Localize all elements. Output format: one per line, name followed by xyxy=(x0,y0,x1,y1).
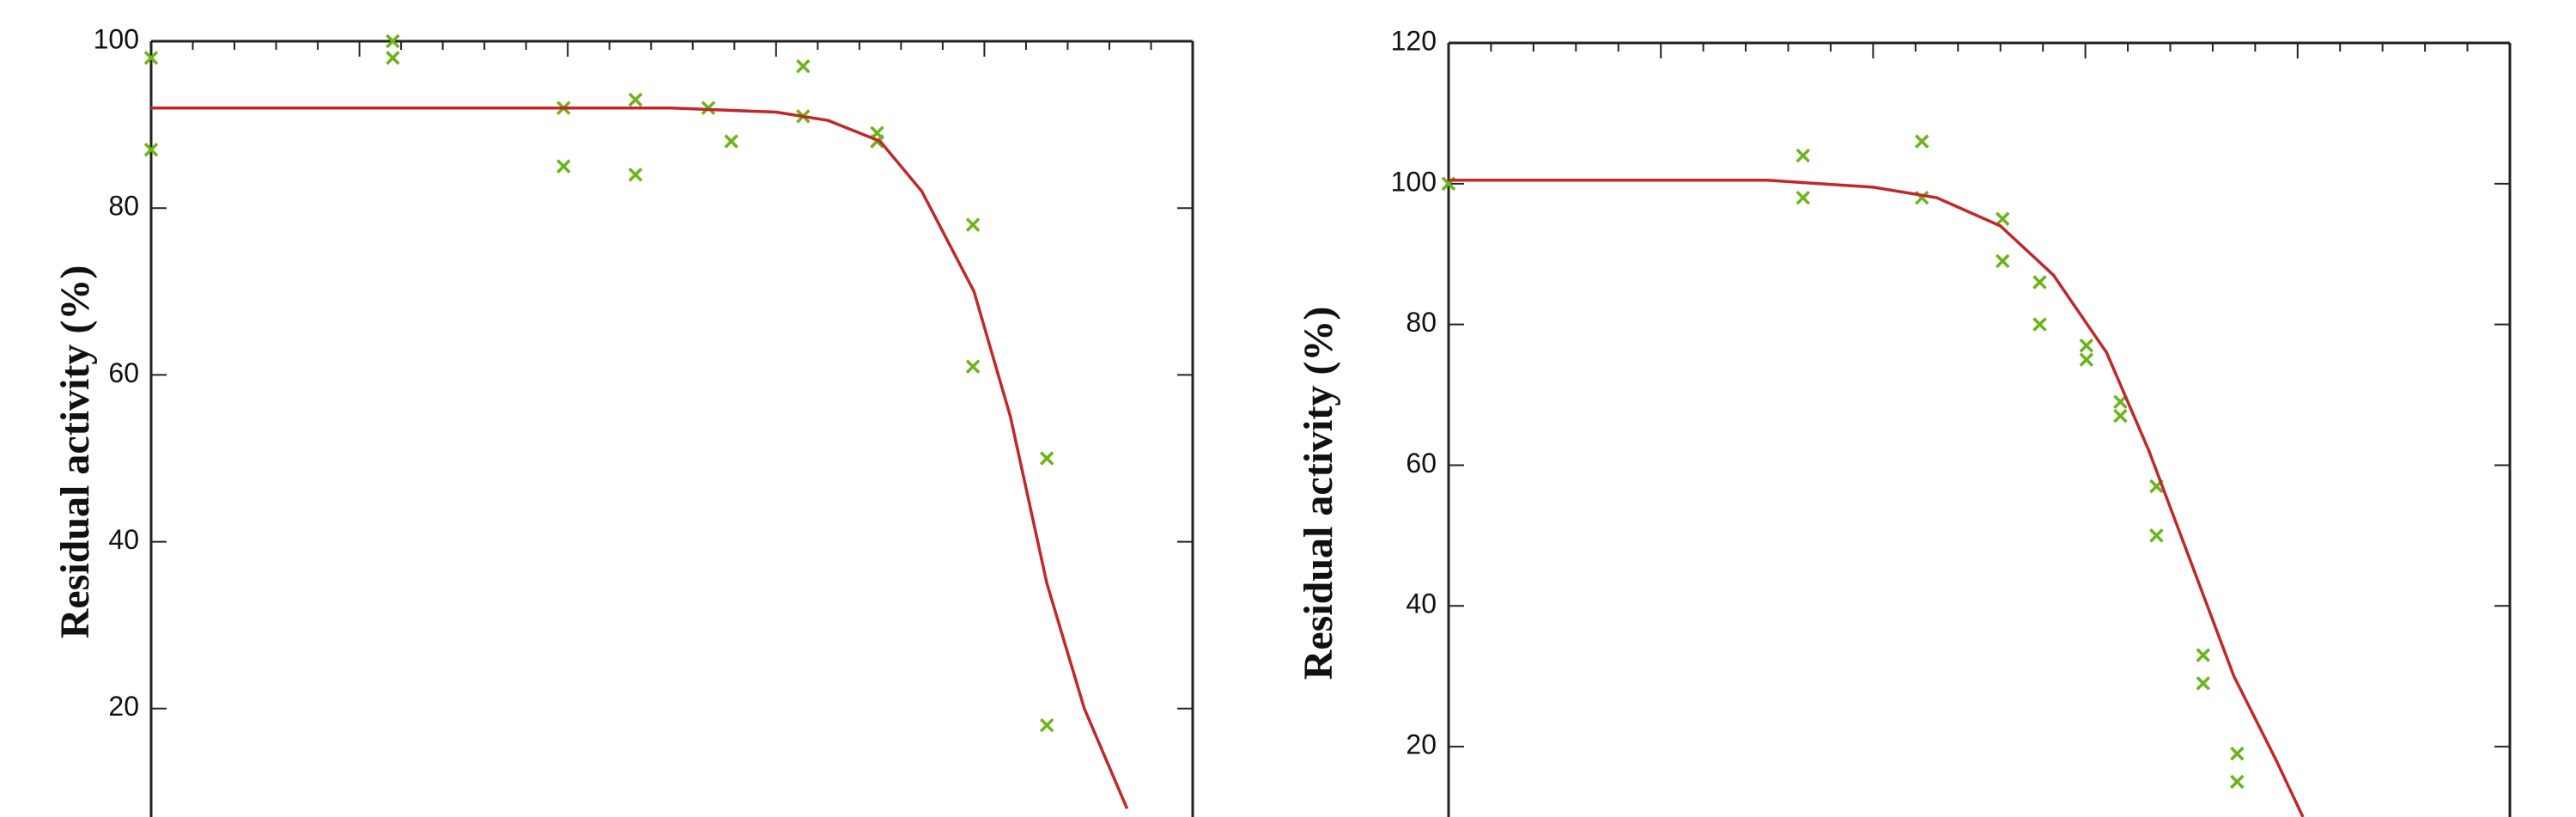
data-point xyxy=(2196,676,2211,691)
data-point xyxy=(2032,317,2047,332)
data-point xyxy=(2196,648,2211,662)
data-point xyxy=(386,51,400,65)
data-point xyxy=(2230,747,2245,761)
y-tick-label: 60 xyxy=(108,357,139,388)
data-point xyxy=(2230,774,2245,790)
data-point xyxy=(2113,408,2128,424)
data-point xyxy=(2079,338,2094,353)
y-tick-label: 20 xyxy=(1406,729,1437,760)
data-point xyxy=(1995,211,2010,227)
y-tick-label: 100 xyxy=(1391,166,1437,197)
data-point xyxy=(2032,275,2047,290)
data-point xyxy=(2113,394,2128,409)
data-point xyxy=(628,92,643,107)
data-point xyxy=(2149,528,2164,543)
y-tick-label: 80 xyxy=(1406,307,1437,338)
y-axis-label: Residual activity (%) xyxy=(1296,307,1341,680)
data-point xyxy=(1039,717,1054,733)
data-point xyxy=(556,159,571,174)
data-point xyxy=(1995,253,2010,269)
y-axis-label: Residual activity (%) xyxy=(52,265,98,639)
data-point xyxy=(796,58,811,74)
y-tick-label: 20 xyxy=(108,691,139,722)
data-point xyxy=(724,134,738,149)
fit-curve xyxy=(1449,178,2305,817)
y-tick-label: 60 xyxy=(1406,448,1437,479)
fit-curve xyxy=(151,106,1129,809)
data-point xyxy=(1915,134,1929,149)
data-point xyxy=(965,359,981,374)
y-tick-label: 120 xyxy=(1391,25,1437,56)
data-point xyxy=(2079,352,2094,367)
data-point xyxy=(1039,451,1054,466)
data-point xyxy=(386,34,400,49)
data-point xyxy=(965,217,981,232)
data-point xyxy=(143,51,159,65)
y-tick-label: 100 xyxy=(94,23,139,54)
data-point xyxy=(143,142,159,157)
y-tick-label: 80 xyxy=(108,191,139,222)
data-point xyxy=(1795,190,1811,205)
data-point xyxy=(628,168,643,182)
y-tick-label: 40 xyxy=(1406,588,1437,619)
y-tick-label: 40 xyxy=(108,524,139,555)
data-point xyxy=(1795,148,1811,163)
